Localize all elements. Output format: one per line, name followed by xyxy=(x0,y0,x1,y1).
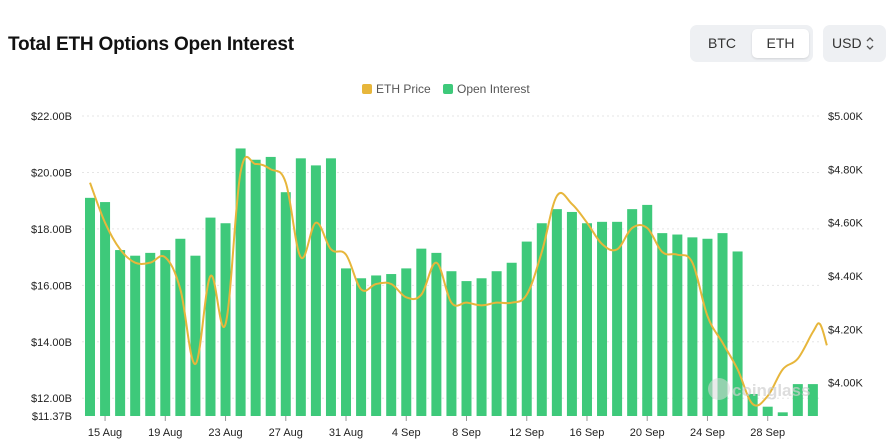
asset-toggle: BTC ETH xyxy=(690,25,813,62)
oi-bar[interactable] xyxy=(431,252,442,416)
currency-value: USD xyxy=(832,35,862,51)
oi-bar[interactable] xyxy=(205,217,216,416)
y-right-axis: $5.00K $4.80K $4.60K $4.40K $4.20K $4.00K xyxy=(828,111,864,390)
oi-bar[interactable] xyxy=(145,252,156,416)
y-left-tick-label: $16.00B xyxy=(31,280,72,292)
y-right-tick-label: $5.00K xyxy=(828,111,864,123)
oi-bar[interactable] xyxy=(130,255,141,416)
oi-bar[interactable] xyxy=(702,238,713,416)
y-left-tick-label: $11.37B xyxy=(32,411,72,423)
oi-bar[interactable] xyxy=(672,234,683,416)
oi-bar[interactable] xyxy=(807,384,818,416)
oi-bar[interactable] xyxy=(235,148,246,416)
legend-item-eth-price[interactable]: ETH Price xyxy=(362,82,431,96)
oi-bar[interactable] xyxy=(371,275,382,416)
y-right-tick-label: $4.40K xyxy=(828,271,864,283)
oi-bar[interactable] xyxy=(446,271,457,416)
x-tick-label: 12 Sep xyxy=(509,427,544,439)
oi-bar[interactable] xyxy=(416,248,427,416)
x-tick-label: 19 Aug xyxy=(148,427,182,439)
price-line-group xyxy=(89,155,828,407)
x-tick-label: 24 Sep xyxy=(690,427,725,439)
oi-bar[interactable] xyxy=(280,192,291,416)
y-right-tick-label: $4.00K xyxy=(828,378,864,390)
x-tick-label: 16 Sep xyxy=(570,427,605,439)
oi-bar[interactable] xyxy=(777,412,788,416)
oi-bar[interactable] xyxy=(717,233,728,416)
oi-bar[interactable] xyxy=(581,223,592,416)
x-axis: 15 Aug 19 Aug 23 Aug 27 Aug 31 Aug 4 Sep 8 Sep… xyxy=(88,416,785,439)
y-right-tick-label: $4.60K xyxy=(828,218,864,230)
oi-bar[interactable] xyxy=(356,278,367,416)
oi-bar[interactable] xyxy=(250,159,261,416)
oi-bar[interactable] xyxy=(627,209,638,416)
oi-bar[interactable] xyxy=(597,221,608,416)
oi-bar[interactable] xyxy=(566,211,577,416)
oi-bar[interactable] xyxy=(657,233,668,416)
x-tick-label: 27 Aug xyxy=(269,427,303,439)
oi-bar[interactable] xyxy=(160,250,171,416)
watermark-logo-icon xyxy=(708,378,730,400)
watermark-text: coinglass xyxy=(732,381,810,400)
eth-price-line[interactable] xyxy=(89,155,828,407)
oi-bar[interactable] xyxy=(491,271,502,416)
legend: ETH Price Open Interest xyxy=(362,82,530,96)
x-tick-label: 15 Aug xyxy=(88,427,122,439)
eth-toggle-button[interactable]: ETH xyxy=(752,29,809,58)
x-tick-label: 31 Aug xyxy=(329,427,363,439)
btc-toggle-button[interactable]: BTC xyxy=(708,35,736,51)
oi-bar[interactable] xyxy=(401,268,412,416)
chart-title: Total ETH Options Open Interest xyxy=(8,34,294,55)
oi-bar[interactable] xyxy=(386,274,397,416)
oi-bar[interactable] xyxy=(612,221,623,416)
currency-select[interactable]: USD xyxy=(823,25,886,62)
x-tick-label: 23 Aug xyxy=(208,427,242,439)
legend-label-eth-price: ETH Price xyxy=(376,82,431,96)
oi-bar[interactable] xyxy=(190,255,201,416)
legend-label-open-interest: Open Interest xyxy=(457,82,530,96)
y-left-tick-label: $18.00B xyxy=(31,224,72,236)
oi-bar[interactable] xyxy=(85,197,95,416)
y-right-tick-label: $4.20K xyxy=(828,324,864,336)
watermark: coinglass xyxy=(708,378,810,400)
oi-bar[interactable] xyxy=(792,384,803,416)
chevron-up-down-icon xyxy=(865,25,875,78)
oi-bar[interactable] xyxy=(476,278,487,416)
oi-bar[interactable] xyxy=(325,158,336,417)
oi-bar[interactable] xyxy=(310,165,321,416)
oi-bar[interactable] xyxy=(295,158,306,417)
oi-bar[interactable] xyxy=(642,204,653,416)
oi-bar[interactable] xyxy=(687,237,698,416)
y-left-tick-label: $14.00B xyxy=(31,337,72,349)
legend-item-open-interest[interactable]: Open Interest xyxy=(443,82,530,96)
x-tick-label: 8 Sep xyxy=(452,427,481,439)
y-right-tick-label: $4.80K xyxy=(828,164,864,176)
oi-bar[interactable] xyxy=(521,241,532,416)
x-tick-label: 4 Sep xyxy=(392,427,421,439)
oi-bar[interactable] xyxy=(341,268,352,416)
oi-bar[interactable] xyxy=(536,223,547,416)
legend-swatch-open-interest xyxy=(443,84,453,94)
x-tick-label: 20 Sep xyxy=(630,427,665,439)
oi-bar[interactable] xyxy=(175,238,186,416)
oi-bar[interactable] xyxy=(506,262,517,416)
x-tick-label: 28 Sep xyxy=(750,427,785,439)
oi-bar[interactable] xyxy=(732,251,743,416)
oi-bar[interactable] xyxy=(100,202,111,416)
oi-bar[interactable] xyxy=(461,281,472,416)
y-left-tick-label: $22.00B xyxy=(31,111,72,123)
oi-bar[interactable] xyxy=(762,406,773,416)
oi-bar[interactable] xyxy=(115,250,126,416)
oi-bar[interactable] xyxy=(551,209,562,416)
y-left-tick-label: $12.00B xyxy=(31,393,72,405)
legend-swatch-eth-price xyxy=(362,84,372,94)
oi-bar[interactable] xyxy=(265,156,276,416)
y-left-tick-label: $20.00B xyxy=(31,167,72,179)
oi-bars xyxy=(85,148,818,417)
y-left-axis: $22.00B $20.00B $18.00B $16.00B $14.00B $12.0… xyxy=(31,111,72,423)
